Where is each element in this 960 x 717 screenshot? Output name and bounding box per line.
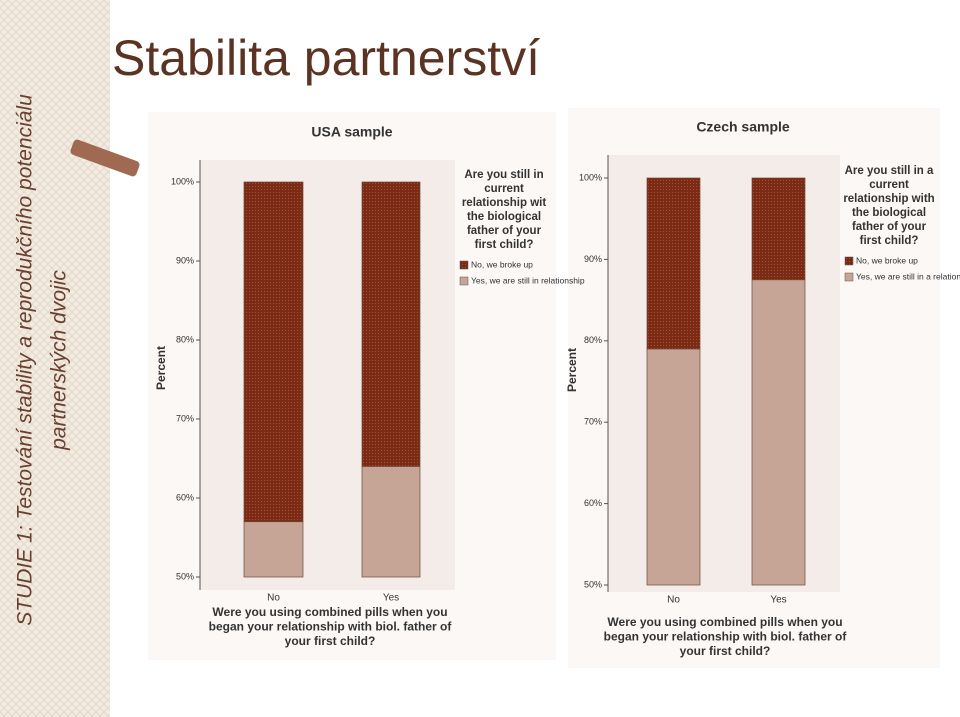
legend-label: No, we broke up bbox=[471, 259, 533, 269]
chart-title: USA sample bbox=[311, 124, 392, 140]
legend-title: current bbox=[484, 183, 524, 195]
legend-title: father of your bbox=[467, 225, 542, 237]
y-tick-label: 50% bbox=[584, 579, 602, 589]
x-axis-title: began your relationship with biol. fathe… bbox=[604, 630, 848, 644]
x-axis-title: Were you using combined pills when you bbox=[212, 605, 447, 619]
bar-segment bbox=[646, 177, 701, 350]
slide-title: Stabilita partnerství bbox=[112, 30, 540, 86]
x-tick-label: Yes bbox=[770, 595, 786, 606]
legend-title: the biological bbox=[852, 207, 926, 219]
legend-title: relationship wit bbox=[462, 197, 547, 209]
y-axis-title: Percent bbox=[154, 346, 168, 390]
legend-title: first child? bbox=[475, 239, 534, 251]
legend-title: first child? bbox=[860, 235, 919, 247]
y-tick-label: 70% bbox=[176, 413, 194, 423]
legend-label: No, we broke up bbox=[856, 255, 918, 265]
x-axis-title: your first child? bbox=[285, 634, 376, 648]
bar-segment bbox=[751, 279, 806, 586]
bar-segment bbox=[361, 181, 421, 467]
y-tick-label: 50% bbox=[176, 571, 194, 581]
y-tick-label: 80% bbox=[584, 335, 602, 345]
legend-title: father of your bbox=[852, 221, 927, 233]
legend-swatch bbox=[459, 276, 469, 286]
y-tick-label: 70% bbox=[584, 417, 602, 427]
legend-title: the biological bbox=[467, 211, 541, 223]
y-tick-label: 90% bbox=[176, 255, 194, 265]
legend-title: Are you still in bbox=[464, 169, 543, 181]
y-tick-label: 60% bbox=[176, 492, 194, 502]
bar-segment bbox=[243, 521, 304, 578]
legend-label: Yes, we are still in a relationship bbox=[856, 271, 960, 281]
bar-segment bbox=[243, 181, 304, 523]
legend-swatch bbox=[844, 256, 854, 266]
x-axis-title: began your relationship with biol. fathe… bbox=[209, 620, 453, 634]
legend-swatch bbox=[459, 260, 469, 270]
legend-title: current bbox=[869, 179, 909, 191]
x-tick-label: No bbox=[667, 595, 680, 606]
bar-segment bbox=[361, 466, 421, 578]
x-axis-title: your first child? bbox=[680, 644, 771, 658]
bar-segment bbox=[751, 177, 806, 281]
side-text: partnerských dvojic bbox=[48, 270, 71, 451]
y-tick-label: 100% bbox=[579, 172, 602, 182]
legend-title: Are you still in a bbox=[845, 165, 934, 177]
y-tick-label: 90% bbox=[584, 254, 602, 264]
pill-icon bbox=[70, 139, 140, 177]
y-tick-label: 100% bbox=[171, 176, 194, 186]
x-tick-label: No bbox=[267, 593, 280, 604]
legend-title: relationship with bbox=[843, 193, 934, 205]
y-axis-title: Percent bbox=[565, 348, 579, 392]
x-tick-label: Yes bbox=[383, 593, 399, 604]
side-text: STUDIE 1: Testování stability a reproduk… bbox=[14, 94, 37, 626]
chart-title: Czech sample bbox=[696, 119, 790, 135]
y-tick-label: 80% bbox=[176, 334, 194, 344]
x-axis-title: Were you using combined pills when you bbox=[607, 615, 842, 629]
legend-swatch bbox=[844, 272, 854, 282]
y-tick-label: 60% bbox=[584, 498, 602, 508]
legend-label: Yes, we are still in relationship bbox=[471, 275, 585, 285]
side-band bbox=[0, 0, 110, 717]
bar-segment bbox=[646, 348, 701, 586]
